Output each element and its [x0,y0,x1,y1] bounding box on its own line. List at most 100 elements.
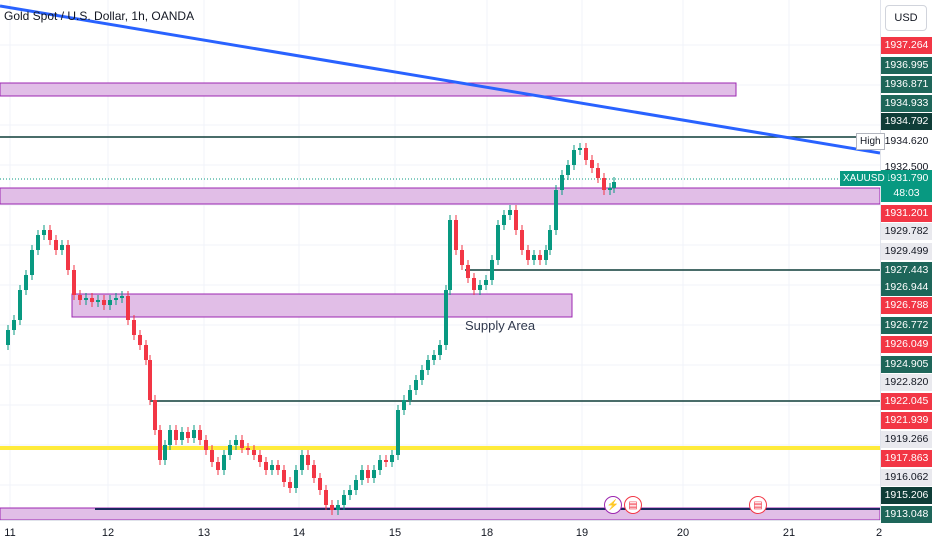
candle [584,148,588,160]
high-tag: High [856,133,885,150]
us-flag-icon[interactable]: ▤ [749,496,767,514]
candle [126,296,130,320]
candle [294,470,298,488]
candle [420,370,424,380]
candle [508,210,512,215]
candle [342,495,346,505]
candle [608,188,612,190]
flash-icon[interactable]: ⚡ [604,496,622,514]
candle [36,235,40,250]
price-label: 1921.939 [881,412,932,429]
candle [612,182,616,188]
supply-zone [71,293,573,318]
candle [90,298,94,302]
candle [538,255,542,260]
candle [414,380,418,390]
candle [30,250,34,275]
candle [438,345,442,355]
candle [132,320,136,335]
candle [60,245,64,250]
symbol-tag: XAUUSD [840,171,888,186]
candle [120,296,124,298]
candle [566,165,570,175]
candle [102,300,106,305]
candle [84,298,88,300]
candle [186,432,190,438]
candle [198,430,202,440]
candle [590,160,594,168]
candle [96,300,100,302]
candle [432,355,436,360]
candle [460,250,464,265]
price-label: 1936.871 [881,76,932,93]
candle [526,250,530,260]
candle [282,470,286,482]
candle [234,440,238,445]
candle [240,440,244,448]
candle [288,482,292,488]
candle [210,450,214,462]
currency-button[interactable]: USD [885,5,927,31]
chart-pane[interactable] [0,0,880,520]
candle [426,360,430,370]
candle [144,345,148,360]
candle [496,225,500,260]
candle [354,480,358,490]
candle [24,275,28,290]
price-label: 1929.782 [881,223,932,240]
price-label: 1937.264 [881,37,932,54]
candle [596,168,600,178]
time-label: 21 [782,527,796,539]
time-label: 20 [676,527,690,539]
price-label: 1931.790 [881,170,932,187]
candle [228,445,232,455]
candle [270,465,274,470]
candle [158,430,162,460]
candle [168,430,172,445]
candle [448,220,452,290]
candle [108,300,112,305]
candle [216,462,220,470]
candle [578,148,582,150]
us-flag-icon[interactable]: ▤ [624,496,642,514]
chart-title: Gold Spot / U.S. Dollar, 1h, OANDA [4,9,195,23]
price-label: 1919.266 [881,431,932,448]
price-label: 1915.206 [881,487,932,504]
candle [204,440,208,450]
candle [572,150,576,165]
supply-zone [0,187,880,205]
candle [520,230,524,250]
candle [54,240,58,250]
candle [396,410,400,455]
price-chart[interactable] [0,0,880,520]
candle [252,450,256,455]
time-axis[interactable] [0,520,880,551]
price-label: 1926.944 [881,279,932,296]
candle [378,460,382,470]
candle [78,295,82,300]
price-label: 1934.933 [881,95,932,112]
time-label: 14 [292,527,306,539]
candle [180,432,184,440]
candle [454,220,458,250]
price-label: 1916.062 [881,469,932,486]
supply-zone [0,82,737,97]
candle [544,250,548,260]
candle [66,245,70,270]
candle [484,280,488,285]
candle [318,478,322,490]
candle [42,230,46,235]
candle [330,505,334,510]
price-label: 1913.048 [881,506,932,523]
time-label: 12 [101,527,115,539]
candle [72,270,76,295]
price-label: 1934.792 [881,113,932,130]
price-label: 48:03 [881,185,932,202]
candle [402,400,406,410]
candle [138,335,142,345]
candle [114,298,118,300]
price-label: 1917.863 [881,450,932,467]
candle [324,490,328,505]
candle [148,360,152,400]
candle [408,390,412,400]
